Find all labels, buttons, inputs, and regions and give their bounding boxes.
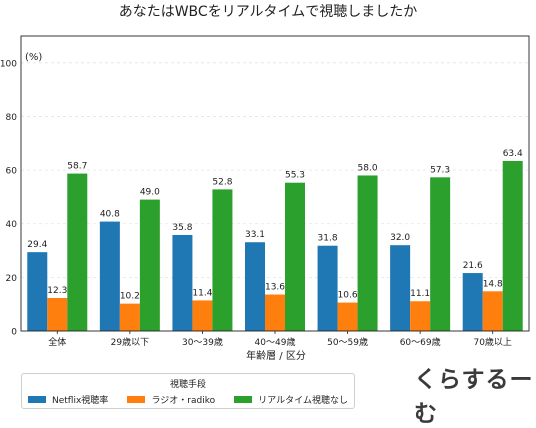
chart-title: あなたはWBCをリアルタイムで視聴しましたか bbox=[119, 4, 418, 20]
bar-chart: あなたはWBCをリアルタイムで視聴しましたか (%) 29.4 12.3 58.7 4… bbox=[0, 4, 530, 362]
data-label: 12.3 bbox=[47, 286, 67, 296]
legend-label-radio: ラジオ・radiko bbox=[151, 396, 216, 406]
data-label: 49.0 bbox=[140, 188, 160, 198]
data-label: 10.2 bbox=[120, 292, 140, 302]
data-label: 31.8 bbox=[318, 234, 338, 244]
y-tick-label: 60 bbox=[6, 167, 18, 177]
bar-2-6 bbox=[502, 160, 523, 331]
x-tick-label: 30〜39歳 bbox=[182, 336, 223, 348]
data-label: 58.7 bbox=[67, 162, 87, 172]
x-tick-label: 60〜69歳 bbox=[400, 336, 441, 348]
legend-item-none: リアルタイム視聴なし bbox=[234, 393, 348, 406]
bar-0-1 bbox=[99, 221, 120, 331]
bar-1-6 bbox=[482, 291, 503, 331]
bar-2-0 bbox=[67, 173, 88, 331]
data-label: 11.4 bbox=[192, 288, 212, 298]
x-axis-label: 年齢層 / 区分 bbox=[246, 349, 306, 362]
legend-swatch-netflix bbox=[28, 396, 46, 403]
bar-1-4 bbox=[337, 302, 358, 331]
bar-2-3 bbox=[285, 182, 305, 331]
legend: 視聴手段 Netflix視聴率 ラジオ・radiko リアルタイム視聴なし bbox=[21, 373, 355, 409]
bar-0-6 bbox=[462, 273, 483, 331]
x-tick-label: 40〜49歳 bbox=[255, 336, 296, 348]
y-tick-label: 0 bbox=[11, 328, 17, 338]
bar-1-1 bbox=[119, 303, 140, 331]
data-label: 52.8 bbox=[212, 177, 232, 187]
bar-2-2 bbox=[212, 189, 233, 331]
bar-0-5 bbox=[390, 245, 411, 331]
data-label: 14.8 bbox=[483, 279, 503, 289]
y-unit-label: (%) bbox=[25, 52, 42, 63]
x-tick-label: 70歳以上 bbox=[473, 336, 511, 348]
data-label: 33.1 bbox=[245, 230, 265, 240]
data-label: 63.4 bbox=[503, 149, 523, 159]
bar-2-1 bbox=[139, 199, 160, 331]
legend-label-none: リアルタイム視聴なし bbox=[258, 396, 348, 406]
y-tick-label: 80 bbox=[6, 113, 18, 123]
x-tick-label: 29歳以下 bbox=[111, 336, 149, 348]
x-tick-label: 全体 bbox=[48, 336, 66, 348]
bar-0-0 bbox=[27, 252, 48, 331]
legend-item-netflix: Netflix視聴率 bbox=[28, 393, 108, 406]
data-label: 40.8 bbox=[100, 210, 120, 220]
bar-1-0 bbox=[47, 298, 68, 331]
data-label: 32.0 bbox=[390, 233, 410, 243]
legend-label-netflix: Netflix視聴率 bbox=[52, 396, 109, 406]
bar-1-5 bbox=[410, 301, 431, 331]
data-label: 10.6 bbox=[338, 291, 358, 301]
brand-logo: くらするーむ bbox=[414, 367, 534, 427]
data-label: 21.6 bbox=[463, 261, 483, 271]
data-label: 57.3 bbox=[430, 165, 450, 175]
legend-swatch-none bbox=[234, 396, 253, 403]
y-tick-label: 100 bbox=[0, 59, 17, 69]
bar-0-2 bbox=[172, 234, 193, 331]
bar-2-5 bbox=[430, 177, 451, 331]
data-label: 29.4 bbox=[27, 240, 47, 250]
bar-1-3 bbox=[265, 294, 285, 331]
legend-swatch-radio bbox=[127, 396, 146, 403]
y-tick-label: 40 bbox=[6, 220, 18, 230]
legend-title: 視聴手段 bbox=[169, 380, 206, 390]
data-label: 11.1 bbox=[410, 289, 430, 299]
y-tick-label: 20 bbox=[6, 274, 18, 284]
legend-items: Netflix視聴率 ラジオ・radiko リアルタイム視聴なし bbox=[28, 393, 348, 406]
bar-1-2 bbox=[192, 300, 213, 331]
data-label: 13.6 bbox=[265, 283, 285, 293]
x-tick-label: 50〜59歳 bbox=[327, 336, 368, 348]
data-label: 55.3 bbox=[285, 171, 305, 181]
bar-0-3 bbox=[245, 242, 265, 331]
legend-item-radio: ラジオ・radiko bbox=[127, 393, 215, 406]
data-label: 58.0 bbox=[358, 163, 378, 173]
data-label: 35.8 bbox=[172, 223, 192, 233]
bar-2-4 bbox=[357, 175, 378, 331]
bar-0-4 bbox=[317, 245, 338, 331]
